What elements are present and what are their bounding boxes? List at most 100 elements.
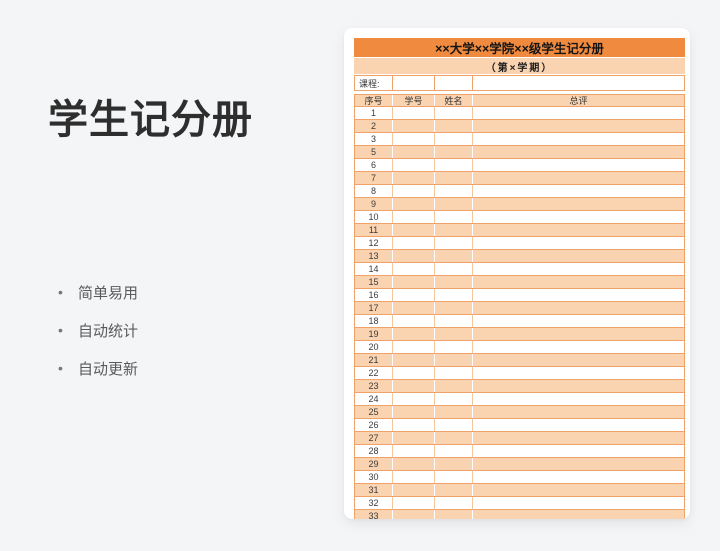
template-preview-card[interactable]: ××大学××学院××级学生记分册 （第×学期） 课程: 序号 学号 姓名 总评 …	[344, 28, 690, 519]
header-cell-index: 序号	[355, 95, 393, 106]
row-number-cell: 15	[355, 276, 393, 288]
empty-cell	[393, 406, 435, 418]
table-row: 20	[355, 341, 684, 354]
empty-cell	[473, 302, 684, 314]
empty-cell	[473, 185, 684, 197]
row-number-cell: 30	[355, 471, 393, 483]
empty-cell	[435, 367, 473, 379]
course-empty-cell	[393, 76, 435, 90]
course-empty-cell	[473, 76, 684, 90]
row-number-cell: 20	[355, 341, 393, 353]
empty-cell	[435, 458, 473, 470]
row-number-cell: 8	[355, 185, 393, 197]
empty-cell	[435, 471, 473, 483]
table-row: 7	[355, 172, 684, 185]
empty-cell	[393, 419, 435, 431]
empty-cell	[393, 380, 435, 392]
table-row: 8	[355, 185, 684, 198]
table-body: 1 2 3 5 6 7 8 9 10 11 12 13 14 15 16 17 18 19 20 21 22 23 24 25…	[354, 107, 685, 519]
course-row: 课程:	[354, 75, 685, 91]
empty-cell	[435, 133, 473, 145]
empty-cell	[473, 250, 684, 262]
row-number-cell: 22	[355, 367, 393, 379]
table-row: 16	[355, 289, 684, 302]
table-row: 18	[355, 315, 684, 328]
empty-cell	[393, 328, 435, 340]
bullet-icon: •	[58, 284, 63, 300]
row-number-cell: 19	[355, 328, 393, 340]
empty-cell	[393, 185, 435, 197]
empty-cell	[473, 380, 684, 392]
empty-cell	[435, 289, 473, 301]
empty-cell	[393, 250, 435, 262]
sheet-title: ××大学××学院××级学生记分册	[354, 38, 685, 57]
row-number-cell: 7	[355, 172, 393, 184]
empty-cell	[393, 120, 435, 132]
empty-cell	[435, 328, 473, 340]
empty-cell	[473, 419, 684, 431]
empty-cell	[435, 185, 473, 197]
table-row: 28	[355, 445, 684, 458]
row-number-cell: 28	[355, 445, 393, 457]
table-row: 25	[355, 406, 684, 419]
empty-cell	[435, 406, 473, 418]
feature-label: 自动更新	[78, 360, 139, 378]
table-row: 11	[355, 224, 684, 237]
empty-cell	[435, 276, 473, 288]
empty-cell	[473, 393, 684, 405]
row-number-cell: 25	[355, 406, 393, 418]
empty-cell	[393, 458, 435, 470]
empty-cell	[393, 393, 435, 405]
table-row: 31	[355, 484, 684, 497]
empty-cell	[435, 250, 473, 262]
empty-cell	[435, 120, 473, 132]
empty-cell	[435, 445, 473, 457]
table-row: 9	[355, 198, 684, 211]
empty-cell	[393, 237, 435, 249]
table-row: 14	[355, 263, 684, 276]
empty-cell	[435, 302, 473, 314]
empty-cell	[435, 419, 473, 431]
empty-cell	[473, 354, 684, 366]
empty-cell	[435, 224, 473, 236]
empty-cell	[435, 146, 473, 158]
row-number-cell: 31	[355, 484, 393, 496]
empty-cell	[393, 354, 435, 366]
empty-cell	[473, 471, 684, 483]
course-label-cell: 课程:	[355, 76, 393, 90]
table-row: 29	[355, 458, 684, 471]
row-number-cell: 14	[355, 263, 393, 275]
empty-cell	[473, 367, 684, 379]
empty-cell	[435, 380, 473, 392]
empty-cell	[393, 497, 435, 509]
row-number-cell: 3	[355, 133, 393, 145]
table-row: 12	[355, 237, 684, 250]
table-row: 19	[355, 328, 684, 341]
table-row: 30	[355, 471, 684, 484]
row-number-cell: 17	[355, 302, 393, 314]
empty-cell	[435, 237, 473, 249]
table-row: 22	[355, 367, 684, 380]
empty-cell	[473, 484, 684, 496]
table-header-row: 序号 学号 姓名 总评	[354, 94, 685, 107]
empty-cell	[393, 224, 435, 236]
row-number-cell: 32	[355, 497, 393, 509]
row-number-cell: 33	[355, 510, 393, 519]
empty-cell	[473, 510, 684, 519]
sheet-subtitle: （第×学期）	[354, 58, 685, 74]
empty-cell	[473, 146, 684, 158]
empty-cell	[473, 237, 684, 249]
row-number-cell: 16	[355, 289, 393, 301]
empty-cell	[473, 120, 684, 132]
empty-cell	[393, 198, 435, 210]
feature-item: • 简单易用	[58, 284, 138, 302]
empty-cell	[473, 497, 684, 509]
empty-cell	[393, 172, 435, 184]
row-number-cell: 26	[355, 419, 393, 431]
row-number-cell: 2	[355, 120, 393, 132]
table-row: 33	[355, 510, 684, 519]
empty-cell	[435, 432, 473, 444]
table-row: 17	[355, 302, 684, 315]
table-row: 32	[355, 497, 684, 510]
empty-cell	[393, 302, 435, 314]
